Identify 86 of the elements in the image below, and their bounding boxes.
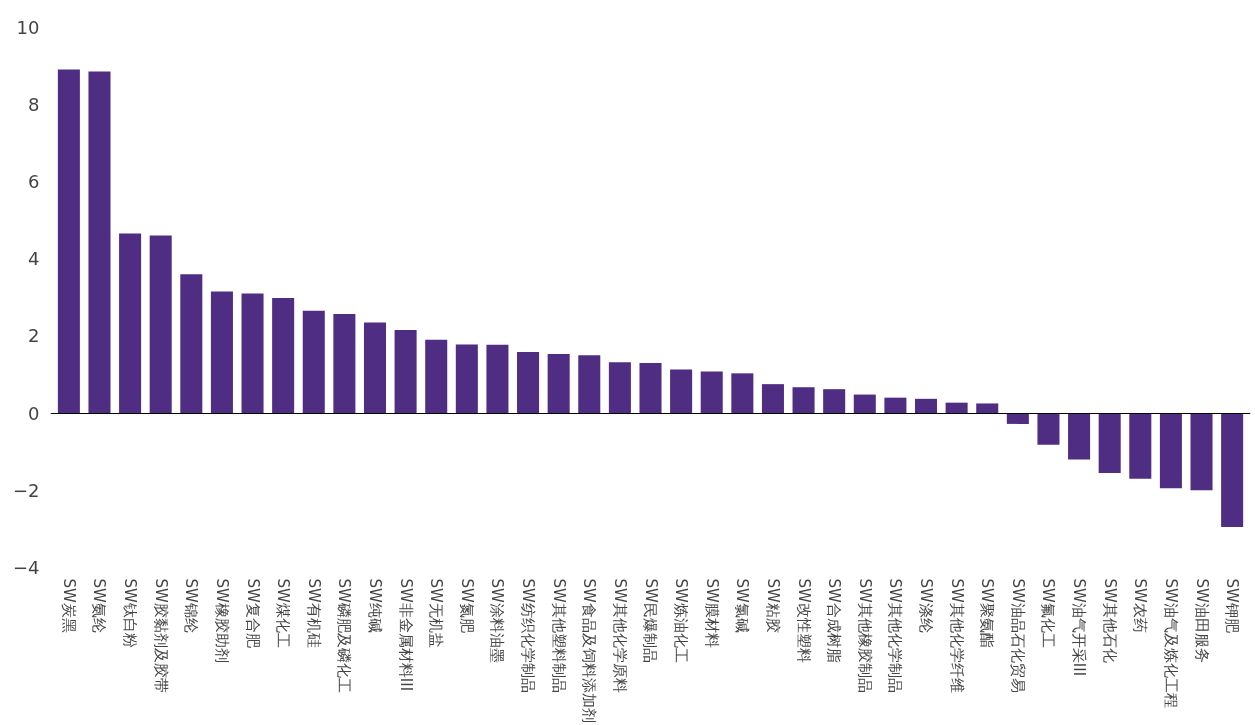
x-tick-label: SW合成树脂 <box>825 578 844 663</box>
bar <box>88 71 111 414</box>
x-tick-label: SW复合肥 <box>243 578 262 648</box>
x-tick-label: SW农药 <box>1131 578 1150 633</box>
y-tick-label: −2 <box>12 479 40 501</box>
x-tick-label: SW油气及炼化工程 <box>1161 578 1180 708</box>
x-tick-label: SW其他化学制品 <box>886 578 905 693</box>
y-tick-label: 6 <box>28 170 40 192</box>
bar <box>333 313 356 414</box>
y-tick-label: 10 <box>16 16 40 38</box>
bar <box>731 373 754 414</box>
x-tick-label: SW纺织化学制品 <box>519 578 538 693</box>
bar <box>639 362 662 414</box>
x-tick-label: SW其他橡胶制品 <box>855 578 874 693</box>
bar <box>1037 413 1060 445</box>
bar <box>792 387 815 414</box>
x-tick-label: SW粘胶 <box>763 578 782 633</box>
x-tick-label: SW民爆制品 <box>641 578 660 663</box>
x-tick-label: SW膜材料 <box>702 578 721 648</box>
bar <box>1190 413 1213 491</box>
x-tick-label: SW煤化工 <box>274 578 293 648</box>
x-tick-label: SW氨纶 <box>90 578 109 633</box>
x-tick-label: SW炼油化工 <box>672 578 691 663</box>
x-tick-label: SW锦纶 <box>182 578 201 633</box>
x-tick-label: SW油品石化贸易 <box>1008 578 1027 693</box>
bar <box>547 354 570 414</box>
y-tick-label: 0 <box>28 402 40 424</box>
x-tick-label: SW炭黑 <box>59 578 78 633</box>
x-tick-label: SW其他石化 <box>1100 578 1119 663</box>
bar <box>425 339 448 414</box>
bar <box>302 310 325 414</box>
x-tick-label: SW聚氨酯 <box>978 578 997 648</box>
bar <box>272 298 295 414</box>
bar <box>578 355 601 414</box>
x-tick-label: SW食品及饲料添加剂 <box>580 578 599 723</box>
x-tick-label: SW钛白粉 <box>121 578 140 648</box>
bar <box>914 398 938 414</box>
x-tick-label: SW其他化学原料 <box>610 578 629 693</box>
y-tick-label: 8 <box>28 93 40 115</box>
bar <box>455 344 478 414</box>
bar <box>1068 413 1091 460</box>
bar <box>486 344 509 414</box>
y-tick-label: 4 <box>28 248 40 270</box>
bar <box>670 369 693 414</box>
x-tick-label: SW钾肥 <box>1223 578 1242 633</box>
x-tick-label: SW氮肥 <box>457 578 476 633</box>
x-tick-label: SW纯碱 <box>365 578 384 633</box>
x-tick-label: SW其他塑料制品 <box>549 578 568 693</box>
x-tick-label: SW非金属材料III <box>396 578 415 692</box>
bar <box>180 274 203 414</box>
bar <box>1129 413 1152 479</box>
bar <box>945 402 968 414</box>
bar <box>57 69 80 414</box>
x-tick-label: SW油气开采III <box>1070 578 1089 677</box>
bar <box>700 371 723 414</box>
bar <box>394 330 417 414</box>
x-tick-label: SW胶黏剂及胶带 <box>151 578 170 693</box>
bar <box>119 233 142 414</box>
bar <box>1006 413 1029 424</box>
x-tick-label: SW其他化学纤维 <box>947 578 966 693</box>
x-tick-label: SW氯碱 <box>733 578 752 633</box>
x-tick-label: SW无机盐 <box>427 578 446 648</box>
x-tick-label: SW氟化工 <box>1039 578 1058 648</box>
bar <box>853 394 876 414</box>
bar <box>210 291 233 414</box>
bar <box>823 389 846 414</box>
x-tick-label: SW涤纶 <box>917 578 936 633</box>
bar <box>363 322 387 414</box>
y-tick-label: 2 <box>28 325 40 347</box>
y-tick-label: −4 <box>12 557 40 578</box>
x-tick-label: SW改性塑料 <box>794 578 813 663</box>
x-tick-label: SW有机硅 <box>304 578 323 648</box>
x-tick-label: SW涂料油墨 <box>488 578 507 663</box>
bar <box>149 235 172 414</box>
bar <box>1159 413 1182 489</box>
bar <box>608 362 631 414</box>
bar <box>884 397 907 414</box>
bar <box>976 403 999 414</box>
bar <box>517 352 540 414</box>
bar <box>1221 413 1244 527</box>
bar <box>241 293 264 414</box>
x-tick-label: SW油田服务 <box>1192 578 1211 663</box>
x-tick-label: SW橡胶助剂 <box>212 578 231 663</box>
bar <box>761 384 784 414</box>
bar <box>1098 413 1121 473</box>
x-tick-label: SW磷肥及磷化工 <box>335 578 354 693</box>
